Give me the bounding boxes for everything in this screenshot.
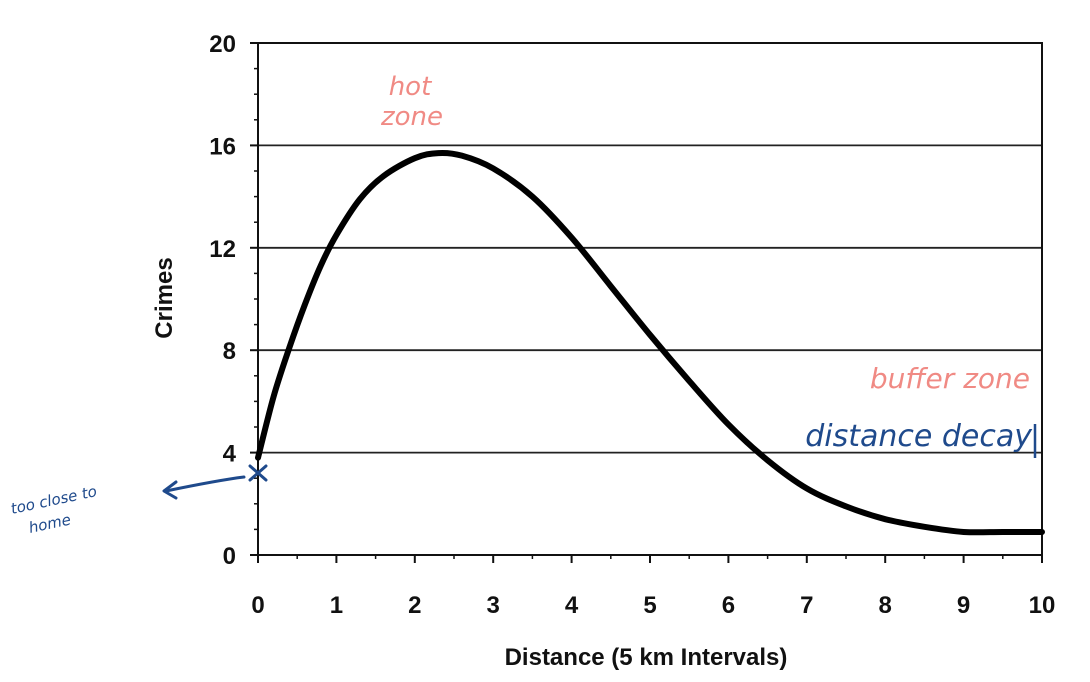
y-tick-labels: 0 4 8 12 16 20 [209,31,236,570]
x-tick-label: 3 [487,592,500,619]
hot-zone-annotation: hot zone [380,72,443,132]
arrowhead-icon [162,480,178,500]
x-tick-label: 5 [643,592,656,619]
x-tick-label: 6 [722,592,735,619]
hot-zone-line2: zone [380,102,443,132]
x-tick-label: 8 [879,592,892,619]
y-axis-title: Crimes [151,257,178,338]
grid-lines [258,144,1042,454]
y-tick-label: 12 [209,236,236,263]
y-tick-label: 0 [223,543,236,570]
minor-ticks [250,42,1043,563]
too-close-line1: too close to [9,482,98,518]
x-tick-label: 2 [408,592,421,619]
x-tick-label: 0 [251,592,264,619]
y-tick-label: 4 [223,441,237,468]
y-tick-label: 20 [209,31,236,58]
plot-area-frame [257,42,1043,556]
x-axis-title: Distance (5 km Intervals) [505,644,788,671]
crime-curve-line [255,149,1045,536]
x-tick-label: 10 [1029,592,1056,619]
too-close-to-home-annotation: too close to home [9,464,268,537]
too-close-arrow-icon [164,475,246,493]
y-tick-label: 8 [223,338,236,365]
y-tick-label: 16 [209,133,236,160]
x-tick-label: 7 [800,592,813,619]
x-tick-label: 1 [330,592,343,619]
x-tick-label: 4 [565,592,579,619]
buffer-zone-annotation: buffer zone [870,362,1030,395]
x-tick-label: 9 [957,592,970,619]
too-close-line2: home [27,510,72,536]
x-mark-icon [248,464,268,482]
distance-decay-annotation: distance decay [805,419,1033,454]
x-tick-labels: 0 1 2 3 4 5 6 7 8 9 10 [251,592,1055,619]
hot-zone-line1: hot [389,72,432,102]
